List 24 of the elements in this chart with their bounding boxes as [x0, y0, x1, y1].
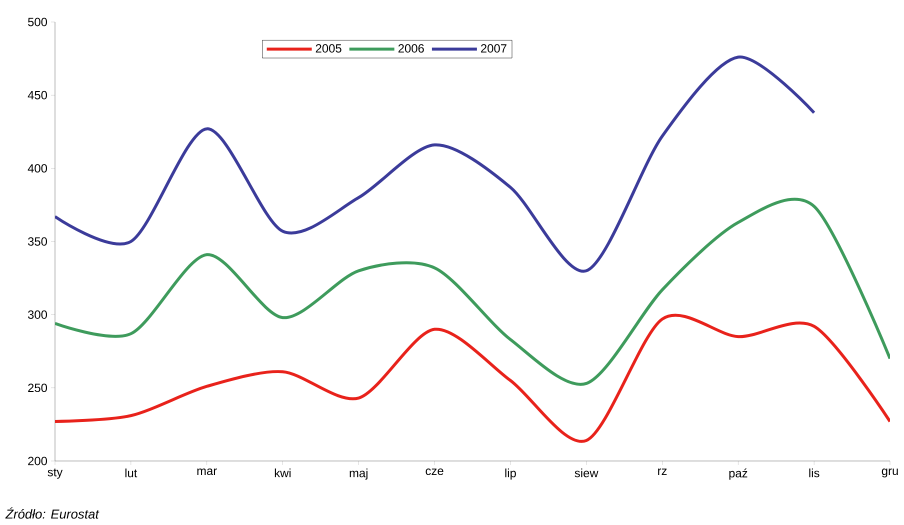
x-tick-label: sty [48, 468, 63, 479]
legend-label: 2007 [481, 44, 506, 53]
y-tick-label: 350 [28, 237, 48, 246]
line-series [55, 56, 816, 272]
x-tick-label: maj [350, 468, 368, 480]
text: Źródło: Eurostat [5, 507, 100, 519]
x-tick-label: rz [658, 468, 667, 475]
y-tick-label: 300 [28, 310, 48, 319]
y-tick-label: 500 [28, 18, 48, 26]
y-tick-label: 250 [28, 384, 48, 392]
x-tick-label: siew [574, 468, 598, 478]
x-tick-label: gru [882, 468, 898, 478]
x-tick-label: lip [505, 468, 516, 480]
y-tick-label: 450 [28, 90, 48, 100]
x-tick-label: lis [809, 468, 820, 478]
y-tick-label: 200 [28, 456, 48, 466]
y-tick-label: 400 [28, 164, 48, 173]
legend-label: 2005 [316, 44, 342, 53]
legend-label: 2006 [398, 44, 424, 53]
x-tick-label: mar [197, 468, 217, 476]
x-tick-label: kwi [274, 468, 291, 478]
x-tick-label: cze [426, 468, 444, 476]
x-tick-label: lut [125, 468, 138, 478]
x-tick-label: paź [729, 468, 748, 480]
